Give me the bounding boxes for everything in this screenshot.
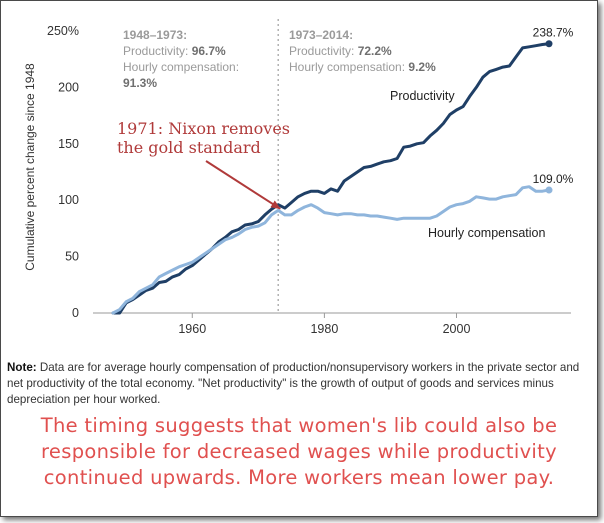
period-compensation-label: Hourly compensation: <box>289 60 408 74</box>
image-frame: 0 50 100 150 200 250% 1960 1980 2000 Cumulative p… <box>0 0 598 517</box>
productivity-line-end-label: 238.7% <box>533 26 574 40</box>
chart-note: Note: Data are for average hourly compen… <box>7 360 593 408</box>
y-tick-label: 150 <box>58 137 79 151</box>
y-tick-label: 250% <box>47 24 79 38</box>
callout-arrow <box>205 160 281 210</box>
period-heading: 1973–2014: <box>289 28 353 42</box>
period-productivity-value: 96.7% <box>192 44 226 58</box>
y-axis-label: Cumulative percent change since 1948 <box>23 63 37 271</box>
period-heading: 1948–1973: <box>123 28 187 42</box>
period-compensation-value: 9.2% <box>408 60 436 74</box>
productivity-series-label: Productivity <box>390 89 455 103</box>
comment-line-1: The timing suggests that women's lib cou… <box>40 414 558 437</box>
note-label: Note: <box>7 361 37 374</box>
productivity-line <box>111 42 551 315</box>
period-productivity-label: Productivity: <box>123 44 192 58</box>
y-tick-label: 50 <box>65 250 79 264</box>
period-compensation-label: Hourly compensation: <box>123 60 239 74</box>
callout-line-2: the gold standard <box>117 138 261 157</box>
y-tick-label: 100 <box>58 193 79 207</box>
y-tick-label: 0 <box>72 306 79 320</box>
period-productivity: Productivity: 96.7% <box>123 44 226 58</box>
period-productivity: Productivity: 72.2% <box>289 44 392 58</box>
compensation-line <box>111 185 551 315</box>
y-tick-label: 200 <box>58 80 79 94</box>
comment-line-2: responsible for decreased wages while pr… <box>41 440 557 463</box>
compensation-line-end-point <box>545 186 553 194</box>
x-tick-label: 2000 <box>443 322 471 336</box>
period-compensation: Hourly compensation: 9.2% <box>289 60 436 74</box>
x-tick-label: 1960 <box>178 322 206 336</box>
compensation-series-label: Hourly compensation <box>428 226 545 240</box>
line-chart: 0 50 100 150 200 250% 1960 1980 2000 Cumulative p… <box>23 19 574 336</box>
compensation-line-end-label: 109.0% <box>533 172 574 186</box>
period-productivity-label: Productivity: <box>289 44 358 58</box>
period-compensation-value: 91.3% <box>123 76 157 90</box>
callout-line-1: 1971: Nixon removes <box>117 119 290 138</box>
comment-line-3: continued upwards. More workers mean low… <box>43 466 555 489</box>
productivity-line-end-point <box>545 40 553 48</box>
x-tick-label: 1980 <box>310 322 338 336</box>
period-productivity-value: 72.2% <box>358 44 392 58</box>
commentary-text: The timing suggests that women's lib cou… <box>1 413 597 491</box>
note-text: Data are for average hourly compensation… <box>7 361 580 406</box>
